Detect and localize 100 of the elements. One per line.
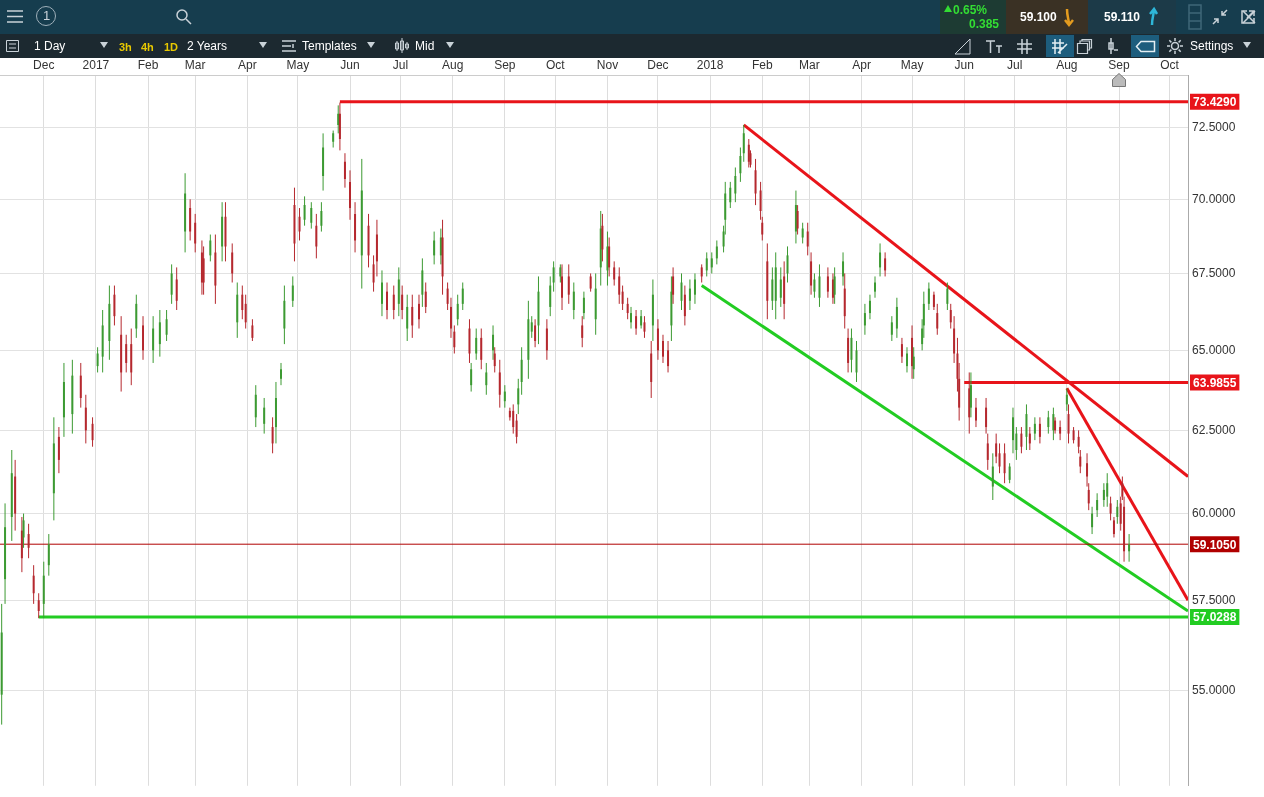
candlestick xyxy=(742,124,745,163)
candlestick xyxy=(189,198,192,241)
series-label: 57.0288 xyxy=(1193,610,1237,625)
x-tick-label: May xyxy=(900,58,924,73)
candlestick xyxy=(27,523,30,559)
candlestick xyxy=(667,340,670,373)
candlestick xyxy=(165,309,168,342)
candlestick xyxy=(231,242,234,284)
candlestick xyxy=(613,260,616,287)
candlestick xyxy=(194,213,197,253)
candlestick xyxy=(406,294,409,342)
candlestick xyxy=(392,285,395,320)
candlestick xyxy=(303,195,306,227)
candlestick xyxy=(739,147,742,183)
candlestick xyxy=(424,282,427,314)
text: Mid xyxy=(415,39,435,53)
candlestick xyxy=(1091,506,1094,535)
candlestick xyxy=(700,263,703,284)
candlestick xyxy=(439,228,442,265)
candlestick xyxy=(643,315,646,339)
x-tick-label: Feb xyxy=(137,58,159,73)
text: Settings xyxy=(1190,39,1234,53)
y-tick-label: 67.5000 xyxy=(1192,265,1236,280)
candlestick xyxy=(630,306,633,330)
candlestick xyxy=(635,309,638,336)
candlestick xyxy=(485,362,488,396)
candlestick xyxy=(606,231,609,287)
candlestick xyxy=(517,378,520,415)
y-tick-label: 65.0000 xyxy=(1192,342,1236,357)
candlestick xyxy=(401,285,404,320)
candlestick xyxy=(850,328,853,373)
candlestick xyxy=(567,263,570,305)
ref-line-label: 59.1050 xyxy=(1193,537,1237,552)
candlestick xyxy=(1106,472,1109,508)
candlestick xyxy=(32,564,35,605)
candlestick xyxy=(291,275,294,308)
candlestick xyxy=(91,416,94,448)
candlestick xyxy=(833,266,836,305)
candlestick xyxy=(806,222,809,256)
candlestick xyxy=(79,362,82,409)
candlestick xyxy=(512,403,515,435)
candlestick xyxy=(315,213,318,259)
x-tick-label: Sep xyxy=(1108,58,1131,73)
y-tick-label: 62.5000 xyxy=(1192,422,1236,437)
candlestick xyxy=(549,275,552,317)
candlestick xyxy=(786,245,789,284)
x-tick-label: 2018 xyxy=(696,58,724,73)
x-tick-label: Dec xyxy=(647,58,669,73)
candlestick xyxy=(530,315,533,339)
candlestick xyxy=(280,362,283,386)
candlestick xyxy=(640,309,643,330)
candlestick xyxy=(57,426,60,474)
candlestick xyxy=(734,167,737,203)
candlestick xyxy=(656,318,659,361)
x-tick-label: Jul xyxy=(392,58,409,73)
candlestick xyxy=(251,318,254,342)
y-tick-label: 57.5000 xyxy=(1192,592,1236,607)
candlestick xyxy=(480,328,483,370)
candlestick xyxy=(801,222,804,244)
x-tick-label: Mar xyxy=(184,58,206,73)
candlestick xyxy=(1008,462,1011,484)
candlestick xyxy=(310,201,313,230)
y-tick-label: 55.0000 xyxy=(1192,683,1236,698)
candlestick xyxy=(125,334,128,373)
text: 0.385 xyxy=(969,17,1000,31)
candlestick xyxy=(1128,533,1131,563)
x-tick-label: Aug xyxy=(1056,58,1078,73)
x-tick-label: Sep xyxy=(494,58,516,73)
candlestick xyxy=(158,309,161,358)
candlestick xyxy=(380,269,383,317)
candlestick xyxy=(175,266,178,311)
candlestick xyxy=(626,297,629,320)
candlestick xyxy=(771,266,774,311)
candlestick xyxy=(545,318,548,361)
candlestick xyxy=(349,169,352,221)
candlestick xyxy=(433,231,436,265)
text: 1 xyxy=(43,8,51,23)
x-tick-label: Mar xyxy=(799,58,820,73)
x-tick-label: Jul xyxy=(1007,58,1023,73)
candlestick xyxy=(683,285,686,326)
candlestick xyxy=(84,394,87,444)
candlestick xyxy=(498,359,501,409)
candlestick xyxy=(320,201,323,233)
y-tick-label: 70.0000 xyxy=(1192,191,1236,206)
candlestick xyxy=(1096,492,1099,518)
candlestick xyxy=(900,337,903,364)
x-tick-label: Jun xyxy=(954,58,974,73)
candlestick xyxy=(621,285,624,311)
text: Templates xyxy=(302,39,357,53)
candlestick xyxy=(411,294,414,339)
candlestick xyxy=(1025,403,1028,451)
candlestick xyxy=(475,328,478,361)
candlestick xyxy=(244,294,247,330)
candlestick xyxy=(895,297,898,339)
candlestick xyxy=(890,315,893,342)
series-label: 63.9855 xyxy=(1193,375,1237,390)
candlestick xyxy=(561,263,564,311)
candlestick xyxy=(710,251,713,274)
candlestick xyxy=(991,452,994,501)
candlestick xyxy=(241,285,244,320)
